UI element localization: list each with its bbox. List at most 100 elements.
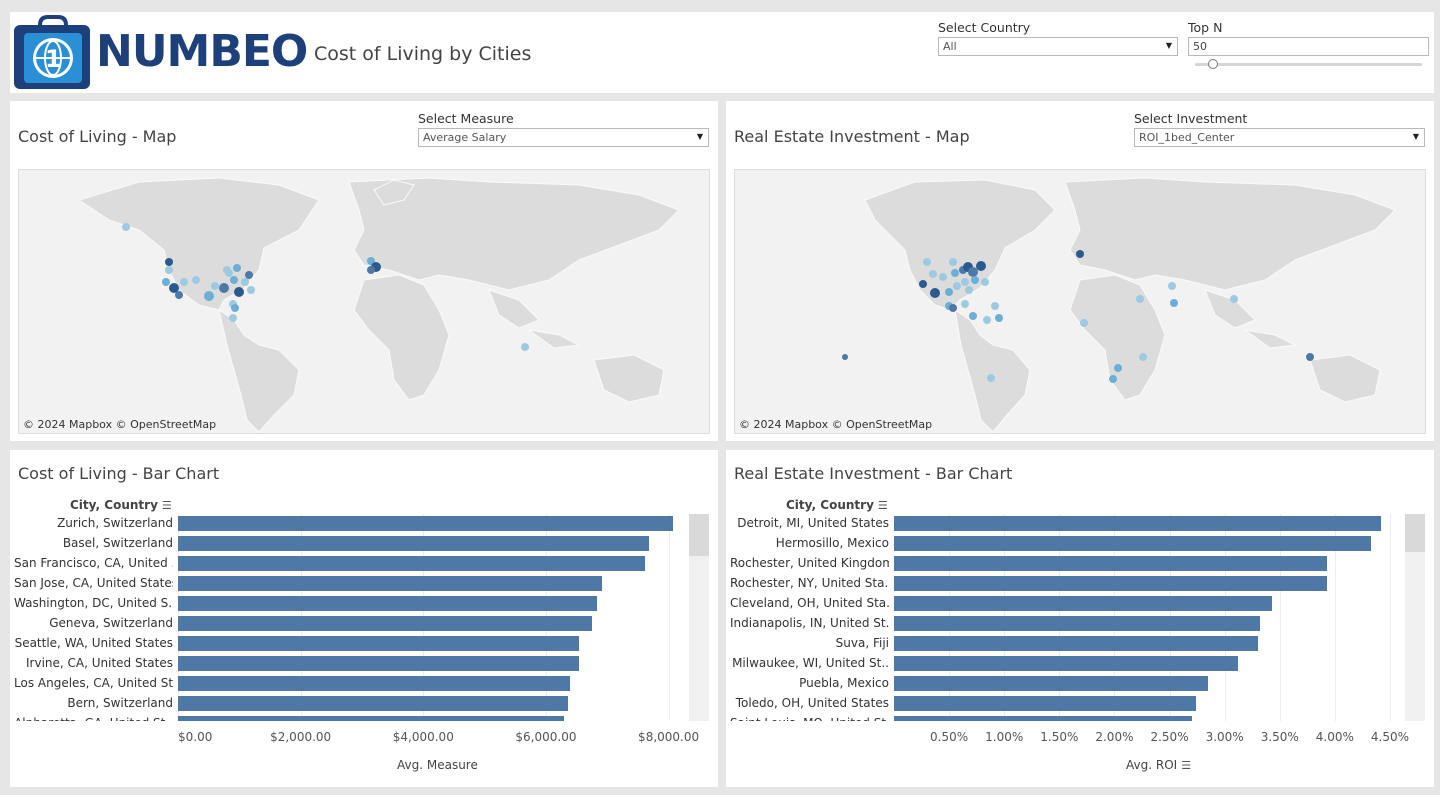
- logo-wordmark: NUMBEO: [96, 26, 308, 77]
- svg-text:1: 1: [45, 45, 62, 73]
- col-column-header-label: City, Country: [70, 498, 158, 512]
- col-bar[interactable]: [178, 536, 649, 551]
- col-row-label: San Jose, CA, United States: [14, 576, 173, 590]
- measure-select-value: Average Salary: [423, 131, 507, 144]
- topn-input[interactable]: 50: [1188, 37, 1429, 56]
- col-tick-label: $2,000.00: [270, 730, 332, 744]
- re-bar[interactable]: [894, 696, 1196, 711]
- re-row-label: Cleveland, OH, United Sta..: [730, 596, 889, 610]
- col-scrollbar-thumb[interactable]: [689, 514, 709, 556]
- col-map-panel: Cost of Living - Map Select Measure Aver…: [10, 101, 718, 441]
- col-row-label: Zurich, Switzerland: [57, 516, 173, 530]
- re-scrollbar-thumb[interactable]: [1405, 514, 1425, 552]
- header-bar: 1 NUMBEO Cost of Living by Cities Select…: [10, 12, 1434, 93]
- re-bar[interactable]: [894, 636, 1258, 651]
- map-attribution: © 2024 Mapbox © OpenStreetMap: [739, 418, 933, 431]
- re-bar[interactable]: [894, 656, 1238, 671]
- re-gridline: [1279, 514, 1281, 721]
- col-bar[interactable]: [178, 596, 597, 611]
- re-world-map[interactable]: © 2024 Mapbox © OpenStreetMap: [734, 169, 1426, 434]
- col-bar[interactable]: [178, 696, 569, 711]
- col-bar[interactable]: [178, 656, 580, 671]
- re-tick-label: 1.00%: [985, 730, 1024, 744]
- re-tick-label: 4.50%: [1370, 730, 1410, 744]
- re-tick-label: 2.50%: [1150, 730, 1189, 744]
- chevron-down-icon: ▼: [1165, 41, 1172, 50]
- re-row-label: Rochester, United Kingdom: [730, 556, 889, 570]
- sort-icon[interactable]: ☰: [877, 499, 888, 512]
- investment-select-value: ROI_1bed_Center: [1139, 131, 1235, 144]
- re-row-label: Puebla, Mexico: [799, 676, 889, 690]
- re-bar[interactable]: [894, 516, 1382, 531]
- col-axis-title: Avg. Measure: [397, 758, 478, 772]
- world-map-graphic: [77, 177, 680, 433]
- sort-icon[interactable]: ☰: [1181, 759, 1192, 772]
- re-column-header[interactable]: City, Country ☰: [786, 498, 888, 512]
- re-row-label: Suva, Fiji: [835, 636, 889, 650]
- col-row-label: Bern, Switzerland: [67, 696, 173, 710]
- re-bar[interactable]: [894, 536, 1372, 551]
- col-bar[interactable]: [178, 676, 570, 691]
- col-bar[interactable]: [178, 576, 602, 591]
- re-bar[interactable]: [894, 616, 1260, 631]
- re-bar[interactable]: [894, 716, 1192, 721]
- col-row-label: Alpharetta, GA, United St..: [14, 716, 173, 721]
- re-tick-label: 3.50%: [1260, 730, 1299, 744]
- col-row-label: Geneva, Switzerland: [49, 616, 173, 630]
- col-scrollbar[interactable]: [689, 514, 709, 721]
- world-map-graphic: [842, 177, 1396, 433]
- col-bar-title: Cost of Living - Bar Chart: [18, 464, 220, 483]
- col-bar[interactable]: [178, 616, 592, 631]
- re-row-label: Milwaukee, WI, United St..: [732, 656, 889, 670]
- re-tick-label: 0.50%: [930, 730, 969, 744]
- chevron-down-icon: ▼: [1412, 132, 1419, 141]
- sort-icon[interactable]: ☰: [161, 499, 172, 512]
- col-row-label: Seattle, WA, United States: [14, 636, 173, 650]
- re-row-label: Saint Louis, MO, United St..: [730, 716, 889, 721]
- re-column-header-label: City, Country: [786, 498, 874, 512]
- re-bar[interactable]: [894, 556, 1328, 571]
- re-bar-title: Real Estate Investment - Bar Chart: [734, 464, 1013, 483]
- re-row-label: Hermosillo, Mexico: [775, 536, 889, 550]
- re-map-panel: Real Estate Investment - Map Select Inve…: [726, 101, 1434, 441]
- col-bar[interactable]: [178, 636, 580, 651]
- col-bar[interactable]: [178, 556, 646, 571]
- re-axis-title-label: Avg. ROI: [1126, 758, 1178, 772]
- numbeo-logo-icon: 1: [14, 15, 90, 89]
- col-row-label: San Francisco, CA, United ..: [14, 556, 173, 570]
- col-bar[interactable]: [178, 516, 673, 531]
- re-bar[interactable]: [894, 576, 1328, 591]
- re-row-label: Detroit, MI, United States: [737, 516, 889, 530]
- re-scrollbar[interactable]: [1405, 514, 1425, 721]
- re-gridline: [1389, 514, 1391, 721]
- col-gridline: [668, 514, 670, 721]
- re-tick-label: 2.00%: [1095, 730, 1134, 744]
- topn-slider-handle[interactable]: [1208, 59, 1219, 69]
- col-map-title: Cost of Living - Map: [18, 127, 177, 146]
- col-tick-label: $8,000.00: [638, 730, 700, 744]
- col-map-points: [122, 223, 529, 351]
- measure-label: Select Measure: [418, 111, 514, 126]
- col-world-map[interactable]: © 2024 Mapbox © OpenStreetMap: [18, 169, 710, 434]
- re-map-title: Real Estate Investment - Map: [734, 127, 970, 146]
- col-bar-panel: Cost of Living - Bar Chart City, Country…: [10, 450, 718, 787]
- col-row-label: Washington, DC, United S..: [14, 596, 173, 610]
- re-bar[interactable]: [894, 596, 1273, 611]
- col-tick-label: $0.00: [178, 730, 213, 744]
- col-row-label: Basel, Switzerland: [62, 536, 173, 550]
- col-bar[interactable]: [178, 716, 565, 721]
- re-tick-label: 1.50%: [1040, 730, 1079, 744]
- topn-slider-track[interactable]: [1195, 63, 1422, 66]
- topn-input-value: 50: [1193, 40, 1207, 53]
- investment-select[interactable]: ROI_1bed_Center ▼: [1134, 128, 1425, 147]
- page-title: Cost of Living by Cities: [314, 43, 532, 65]
- re-tick-label: 4.00%: [1315, 730, 1354, 744]
- re-bar[interactable]: [894, 676, 1209, 691]
- measure-select[interactable]: Average Salary ▼: [418, 128, 709, 147]
- col-tick-label: $6,000.00: [515, 730, 577, 744]
- re-axis-title: Avg. ROI ☰: [1126, 758, 1191, 772]
- country-select[interactable]: All ▼: [938, 37, 1178, 56]
- investment-label: Select Investment: [1134, 111, 1248, 126]
- col-column-header[interactable]: City, Country ☰: [70, 498, 172, 512]
